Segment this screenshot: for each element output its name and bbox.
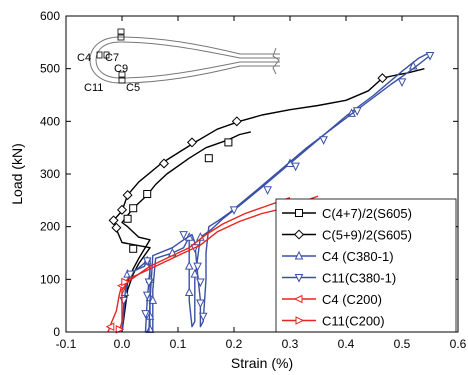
y-tick-label: 0: [53, 325, 60, 339]
data-point: [115, 325, 125, 334]
y-tick-label: 600: [40, 9, 60, 23]
data-point: [142, 291, 152, 301]
legend-box: [275, 198, 457, 333]
legend-label: C(5+9)/2(S605): [322, 228, 412, 243]
series-line: [112, 68, 425, 333]
x-tick-label: 0.4: [338, 337, 355, 351]
data-point: [193, 262, 202, 272]
data-point: [229, 206, 239, 215]
legend-label: C11(C380-1): [322, 271, 396, 286]
data-point: [425, 52, 435, 61]
data-point: [291, 162, 300, 172]
x-tick-label: -0.1: [56, 337, 77, 351]
legend-item: C(4+7)/2(S605): [282, 206, 412, 221]
inset-outer-contour: [89, 36, 280, 84]
data-point: [141, 310, 150, 319]
legend-swatch-marker: [294, 274, 304, 283]
data-point: [263, 186, 272, 195]
y-tick-label: 400: [40, 114, 60, 128]
inset-gauge-c7: [103, 51, 110, 59]
legend: C(4+7)/2(S605) C(5+9)/2(S605) C4 (C380-1) C…: [275, 198, 457, 333]
data-point: [186, 137, 198, 148]
plot-frame: [65, 15, 459, 333]
legend-item: C4 (C200): [282, 292, 382, 307]
legend-label: C(4+7)/2(S605): [322, 206, 412, 221]
inset-gauge-top2: [117, 34, 125, 41]
legend-item: C11(C380-1): [282, 271, 396, 286]
x-tick-label: 0.2: [226, 337, 243, 351]
inset-gauge-top: [117, 28, 125, 35]
x-tick-label: 0.0: [114, 337, 131, 351]
legend-label: C11(C200): [322, 314, 385, 329]
x-tick-label: 0.3: [282, 337, 299, 351]
data-point: [196, 278, 205, 288]
inset-outer-contour-top: [119, 36, 280, 55]
inset-gauge-c5: [118, 77, 126, 84]
legend-label: C4 (C200): [322, 292, 382, 307]
x-tick-label: 0.6: [450, 337, 467, 351]
legend-swatch-marker: [293, 294, 303, 304]
data-point: [319, 136, 328, 145]
legend-item: C(5+9)/2(S605): [282, 228, 412, 243]
inset-label-c4: C4: [77, 52, 91, 64]
x-tick-label: 0.5: [394, 337, 411, 351]
data-point: [111, 222, 122, 233]
data-point: [144, 278, 154, 288]
data-point: [122, 190, 133, 201]
data-point: [397, 78, 407, 87]
legend-item: C4 (C380-1): [282, 249, 394, 264]
data-point: [179, 231, 188, 240]
y-tick-label: 300: [40, 167, 60, 181]
legend-swatch-marker: [294, 250, 304, 260]
inset-inner-contour: [95, 41, 280, 79]
data-point: [352, 107, 362, 116]
data-point: [224, 138, 233, 147]
legend-swatch-marker: [293, 229, 305, 240]
data-point: [184, 287, 194, 296]
inset-label-c9: C9: [114, 63, 128, 75]
inset-label-c5: C5: [126, 82, 140, 94]
inset-gauge-c9: [118, 71, 126, 78]
series-1: [108, 68, 425, 333]
data-point: [142, 257, 152, 267]
inset-label-c7: C7: [105, 52, 119, 64]
inset-break-mark: [272, 47, 280, 75]
y-tick-label: 500: [40, 62, 60, 76]
data-point: [184, 261, 194, 270]
data-point: [116, 204, 128, 215]
y-tick-label: 200: [40, 220, 60, 234]
data-point: [105, 322, 115, 332]
data-point: [204, 154, 213, 163]
inset-section-diagram: C4 C7 C9 C11 C5: [77, 28, 280, 94]
data-point: [196, 299, 205, 309]
data-point: [126, 270, 135, 280]
data-point: [190, 268, 200, 278]
data-point: [198, 312, 208, 322]
legend-label: C4 (C380-1): [322, 249, 394, 264]
legend-swatch-marker: [295, 316, 305, 325]
data-point: [148, 295, 158, 304]
legend-item: C11(C200): [282, 314, 385, 329]
data-point: [377, 73, 388, 84]
data-point: [108, 215, 119, 226]
series-line: [107, 197, 291, 333]
legend-swatch-marker: [295, 209, 303, 217]
data-point: [129, 244, 138, 253]
data-point: [231, 116, 242, 127]
data-point: [158, 158, 170, 169]
data-point: [129, 204, 138, 213]
y-axis-title: Load (kN): [9, 143, 25, 204]
inset-label-c11: C11: [84, 82, 103, 94]
data-point: [123, 214, 132, 223]
inset-gauge-c4: [96, 51, 103, 59]
y-tick-label: 100: [40, 272, 60, 286]
data-point: [143, 190, 152, 199]
data-point: [121, 277, 130, 287]
x-axis-title: Strain (%): [231, 355, 293, 371]
x-tick-label: 0.1: [170, 337, 187, 351]
